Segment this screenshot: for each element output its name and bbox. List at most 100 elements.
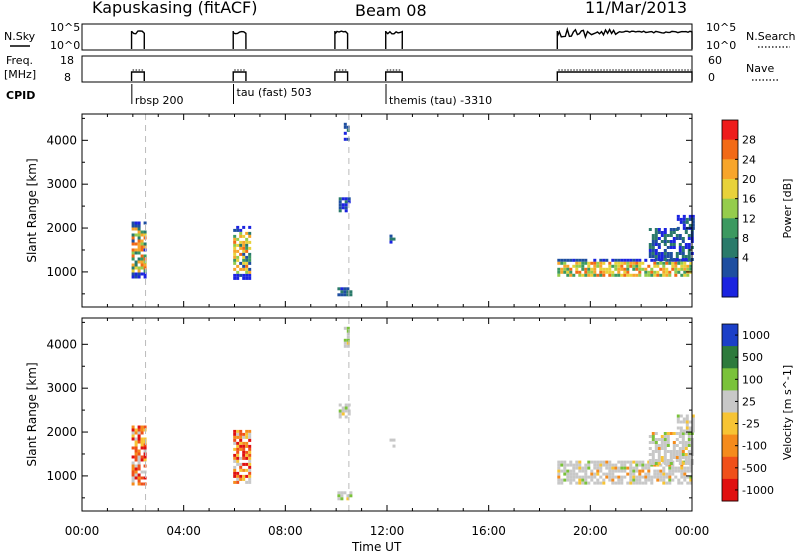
echo-cell (668, 469, 672, 473)
echo-cell (687, 438, 691, 441)
echo-cell (691, 414, 695, 418)
echo-cell (656, 463, 660, 467)
colorbar-swatch (722, 238, 738, 259)
echo-cell (242, 468, 246, 472)
echo-cell (675, 234, 679, 237)
echo-cell (338, 206, 342, 210)
echo-cell (648, 435, 652, 438)
echo-cell (623, 258, 627, 262)
echo-cell (648, 441, 652, 444)
echo-cell (242, 444, 246, 448)
echo-cell (671, 469, 675, 473)
echo-cell (239, 435, 243, 439)
echo-cell (675, 255, 679, 258)
echo-cell (340, 287, 344, 291)
echo-cell (608, 270, 612, 274)
time-tick-label: 04:00 (166, 524, 201, 538)
echo-cell (669, 432, 673, 435)
echo-cell (620, 475, 624, 479)
echo-cell (623, 267, 627, 271)
echo-cell (578, 258, 582, 262)
echo-cell (684, 459, 688, 462)
echo-cell (653, 264, 657, 268)
colorbar-tick-label: 12 (742, 212, 756, 225)
echo-cell (343, 338, 347, 342)
echo-cell (687, 444, 691, 447)
time-tick-label: 12:00 (370, 524, 405, 538)
nsky-trace-segment (384, 30, 404, 50)
echo-cell (672, 444, 676, 447)
echo-cell (140, 446, 144, 450)
echo-cell (248, 273, 252, 277)
echo-cell (684, 453, 688, 456)
echo-cell (233, 474, 237, 478)
echo-cell (233, 435, 237, 439)
colorbar-tick-label: -100 (742, 440, 767, 453)
echo-cell (657, 228, 661, 231)
echo-cell (242, 447, 246, 451)
echo-cell (657, 438, 661, 441)
echo-cell (239, 429, 243, 433)
echo-cell (347, 200, 351, 204)
echo-cell (620, 469, 624, 473)
echo-cell (689, 475, 693, 479)
echo-cell (681, 258, 685, 261)
echo-cell (602, 261, 606, 265)
power-panel: 1000 2000 3000 4000 Slant Range [km] 28 24 20 16… (25, 113, 794, 308)
echo-cell (134, 476, 138, 480)
y-axis-label: Slant Range [km] (25, 362, 39, 466)
echo-cell (140, 266, 144, 270)
echo-cell (560, 267, 564, 271)
echo-cell (617, 273, 621, 277)
echo-cell (569, 460, 573, 464)
echo-cell (678, 453, 682, 456)
echo-cell (134, 272, 138, 276)
echo-cell (608, 469, 612, 473)
echo-cell (605, 270, 609, 274)
echo-cell (675, 252, 679, 255)
echo-cell (682, 226, 686, 230)
echo-cell (614, 469, 618, 473)
colorbar-swatch (722, 478, 738, 502)
echo-cell (584, 478, 588, 482)
echo-cell (572, 475, 576, 479)
colorbar-tick-label: 20 (742, 173, 756, 186)
echo-cell (578, 270, 582, 274)
echo-cell (239, 477, 243, 481)
echo-cell (248, 477, 252, 481)
echo-cell (134, 428, 138, 432)
echo-cell (679, 414, 683, 418)
echo-cell (654, 240, 658, 243)
echo-cell (239, 228, 243, 232)
echo-cell (137, 464, 141, 468)
echo-cell (665, 472, 669, 476)
echo-cell (596, 466, 600, 470)
echo-cell (635, 475, 639, 479)
echo-cell (602, 258, 606, 262)
echo-cell (557, 267, 561, 271)
echo-cell (343, 287, 347, 291)
echo-cell (629, 466, 633, 470)
echo-cell (635, 481, 639, 485)
echo-cell (593, 261, 597, 265)
echo-cell (668, 472, 672, 476)
echo-cell (672, 243, 676, 246)
echo-cell (680, 466, 684, 470)
echo-cell (389, 237, 393, 241)
echo-cell (663, 438, 667, 441)
beam-title: Beam 08 (355, 1, 427, 20)
echo-cell (140, 245, 144, 249)
echo-cell (654, 243, 658, 246)
echo-cell (347, 197, 351, 201)
echo-cell (233, 255, 237, 259)
echo-cell (687, 255, 691, 258)
echo-cell (654, 231, 658, 234)
nsky-label: N.Sky (4, 30, 36, 43)
echo-cell (666, 240, 670, 243)
echo-cell (233, 243, 237, 247)
echo-cell (248, 246, 252, 250)
echo-cell (669, 459, 673, 462)
echo-cell (620, 273, 624, 277)
echo-cell (672, 441, 676, 444)
echo-cell (611, 481, 615, 485)
